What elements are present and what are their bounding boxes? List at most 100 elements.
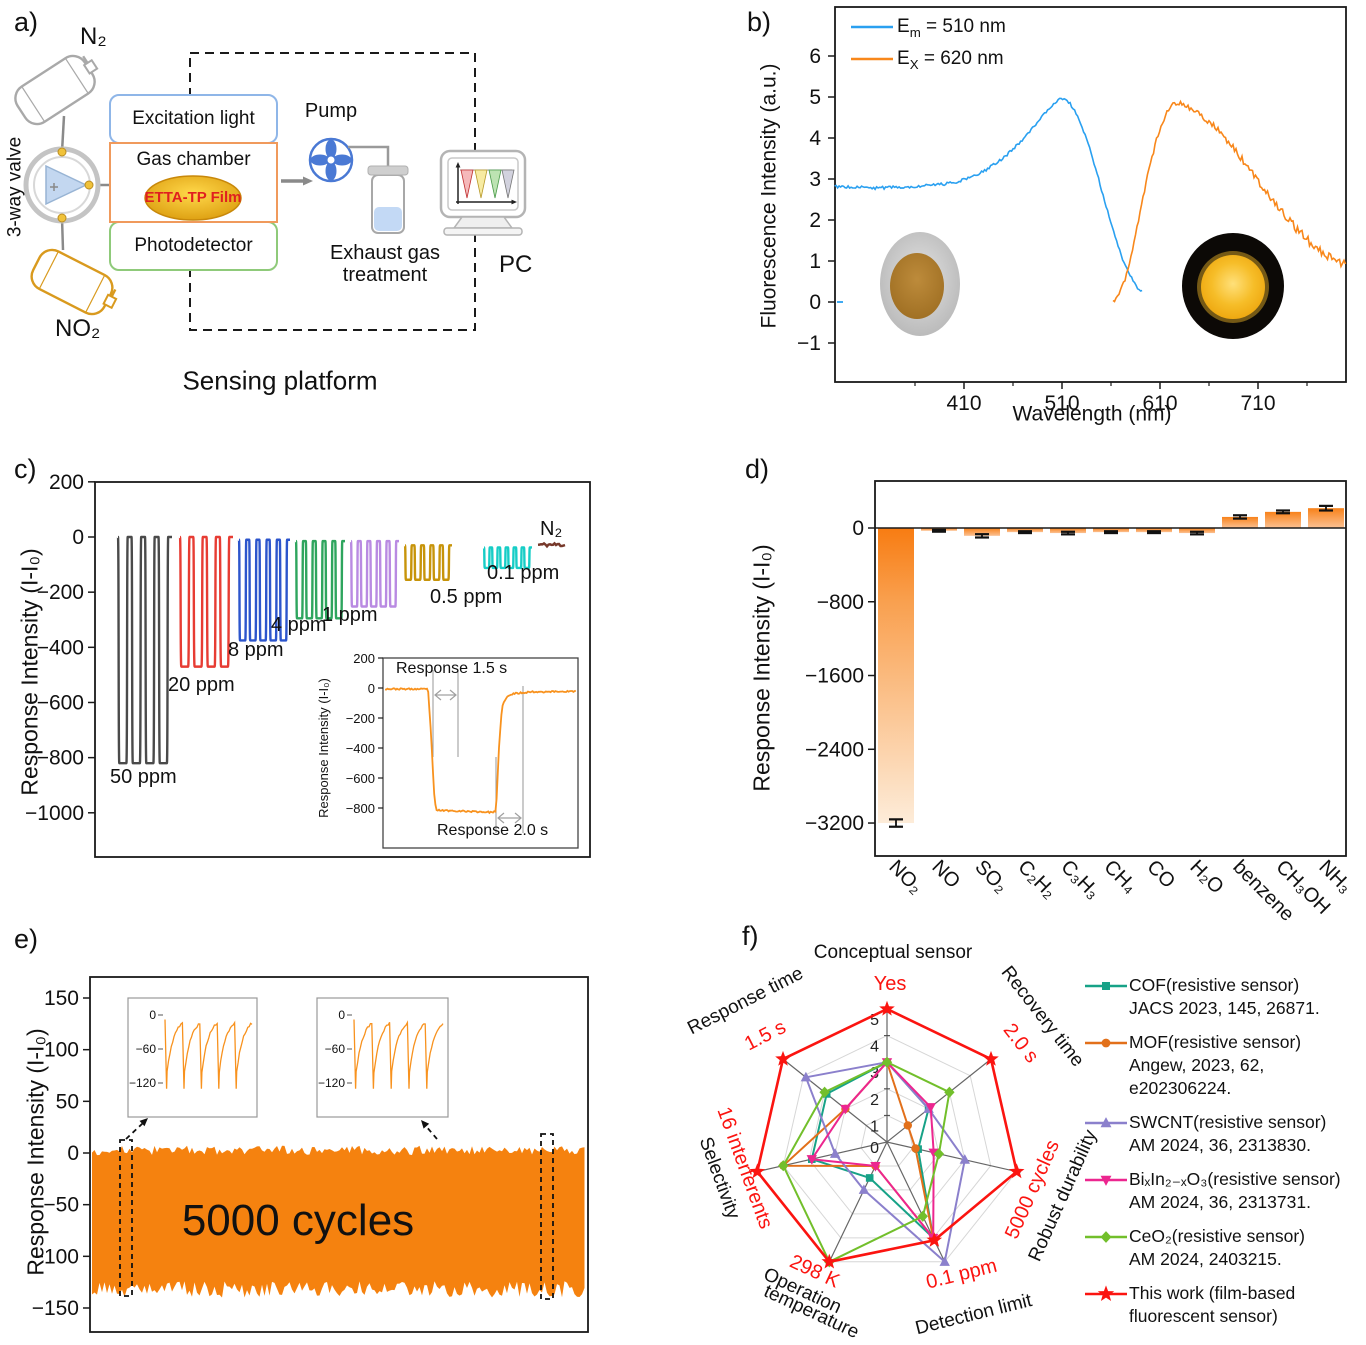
legend-entry: This work (film-based fluorescent sensor) [1083, 1282, 1366, 1328]
panel-a-tag: a) [14, 7, 39, 37]
e-y-axis-label: Response Intensity (I-I₀) [22, 1028, 49, 1276]
legend-ex-pre: E [897, 48, 910, 69]
bar-4 [1050, 528, 1086, 534]
gas-cylinder [30, 248, 118, 316]
exhaust-gas-label-line1: Exhaust gas [329, 242, 441, 264]
svg-text:5: 5 [870, 1012, 879, 1029]
svg-text:6: 6 [809, 45, 821, 68]
svg-text:−120: −120 [129, 1076, 156, 1090]
svg-text:C₃H₃: C₃H₃ [1056, 856, 1104, 904]
cycles-band [92, 1145, 585, 1298]
svg-text:H₂O: H₂O [1185, 856, 1227, 898]
svg-text:0: 0 [368, 681, 375, 696]
svg-text:−60: −60 [136, 1042, 157, 1056]
svg-text:−600: −600 [37, 691, 84, 714]
etta-tp-film [144, 175, 242, 221]
legend-line: Angew, 2023, 62, [1129, 1055, 1265, 1075]
svg-text:3: 3 [870, 1065, 879, 1082]
svg-text:Yes: Yes [874, 973, 907, 995]
legend-entry-ex: EX = 620 nm [897, 48, 1004, 72]
svg-text:1.5 s: 1.5 s [741, 1016, 790, 1055]
radar-chart: 0 1 2 3 4 5 Conceptual sensor Yes Recovery time2… [684, 942, 1101, 1343]
etta-tp-film-label: ETTA-TP Film [144, 188, 242, 206]
n2-cylinder-label: N₂ [80, 23, 107, 50]
svg-text:4 ppm: 4 ppm [271, 614, 327, 636]
legend-marker-star [1085, 1285, 1127, 1301]
excitation-light-label: Excitation light [132, 107, 255, 129]
legend-line: AM 2024, 2403215. [1129, 1249, 1282, 1269]
svg-text:0: 0 [149, 1008, 156, 1022]
legend-entry: BiₓIn₂₋ₓO₃(resistive sensor) AM 2024, 36,… [1083, 1168, 1366, 1214]
legend-line: MOF(resistive sensor) [1129, 1032, 1302, 1052]
durability-chart: 150 100 50 0 −50 −100 −150 0 −60 −120 0 −60 −120 [32, 976, 589, 1333]
svg-text:510: 510 [1044, 392, 1079, 415]
gas-cylinder [14, 54, 99, 126]
c-inset-recovery-annotation: Response 2.0 s [437, 822, 549, 839]
svg-text:−120: −120 [318, 1076, 345, 1090]
svg-text:Recovery time: Recovery time [997, 962, 1088, 1071]
photodetector-label: Photodetector [134, 234, 253, 256]
svg-text:CO: CO [1142, 856, 1179, 893]
svg-text:−400: −400 [346, 741, 375, 756]
svg-text:2.0 s: 2.0 s [999, 1019, 1043, 1067]
legend-line: e202306224. [1129, 1078, 1232, 1098]
pulse-group [482, 546, 532, 570]
svg-text:−60: −60 [325, 1042, 346, 1056]
svg-text:−200: −200 [346, 711, 375, 726]
svg-text:C₂H₂: C₂H₂ [1013, 856, 1060, 903]
n2-baseline [537, 541, 566, 549]
panel-c-tag: c) [14, 454, 37, 484]
response-pulses-chart: 200 0 −200 −400 −600 −800 −1000 50 ppm 20 ppm 8 p… [25, 471, 591, 858]
svg-text:−100: −100 [32, 1245, 79, 1268]
legend-marker-triangle [1085, 1117, 1127, 1128]
svg-text:Conceptual sensor: Conceptual sensor [814, 942, 973, 963]
panel-d-tag: d) [745, 454, 770, 484]
bar-3 [1007, 528, 1043, 533]
c-y-axis-label: Response Intensity (I-I₀) [16, 548, 43, 796]
legend-line: AM 2024, 36, 2313830. [1129, 1135, 1311, 1155]
legend-line: AM 2024, 36, 2313731. [1129, 1192, 1311, 1212]
svg-text:−600: −600 [346, 771, 375, 786]
bar-7 [1179, 528, 1215, 534]
svg-text:4: 4 [870, 1039, 879, 1056]
gas-chamber-label: Gas chamber [136, 149, 251, 170]
svg-text:0: 0 [72, 526, 84, 549]
svg-text:−1000: −1000 [25, 802, 84, 825]
svg-text:3: 3 [809, 168, 821, 191]
svg-text:0.1 ppm: 0.1 ppm [487, 562, 559, 584]
legend-line: COF(resistive sensor) [1129, 975, 1300, 995]
svg-text:100: 100 [44, 1039, 79, 1062]
sensing-platform-caption: Sensing platform [182, 365, 378, 396]
inset-cycles-curve [164, 1019, 253, 1089]
pulse-group [178, 535, 233, 668]
e-cycles-annotation: 5000 cycles [181, 1195, 415, 1245]
spectrum-series [1112, 99, 1347, 303]
svg-text:2: 2 [809, 209, 821, 232]
radar-series [782, 1061, 951, 1263]
legend-text: This work (film-based fluorescent sensor) [1129, 1282, 1295, 1328]
sensing-platform-diagram [14, 52, 527, 331]
svg-text:−800: −800 [346, 801, 375, 816]
panel-e-tag: e) [14, 924, 39, 954]
svg-text:−1: −1 [797, 332, 821, 355]
fluorescence-spectra-chart: 410 510 610 710 −1 0 1 2 3 4 5 6 [797, 6, 1347, 415]
spectrum-series [834, 97, 1143, 292]
svg-text:200: 200 [353, 651, 375, 666]
legend-entry: MOF(resistive sensor) Angew, 2023, 62, e20… [1083, 1031, 1366, 1100]
panel-b-tag: b) [747, 7, 772, 37]
svg-text:150: 150 [44, 987, 79, 1010]
svg-text:200: 200 [49, 471, 84, 494]
radar-series [810, 1061, 935, 1239]
pump-label: Pump [304, 100, 358, 122]
legend-line: This work (film-based [1129, 1283, 1296, 1303]
svg-text:1: 1 [870, 1118, 879, 1135]
legend-marker-square [1085, 982, 1127, 990]
legend-text: CeO₂(resistive sensor) AM 2024, 2403215. [1129, 1225, 1305, 1271]
legend-entry-em: Em = 510 nm [897, 16, 1006, 40]
svg-text:−1600: −1600 [805, 665, 864, 688]
inset-response-curve [384, 687, 577, 815]
pump-icon [308, 137, 354, 183]
svg-text:0.1 ppm: 0.1 ppm [924, 1255, 999, 1294]
